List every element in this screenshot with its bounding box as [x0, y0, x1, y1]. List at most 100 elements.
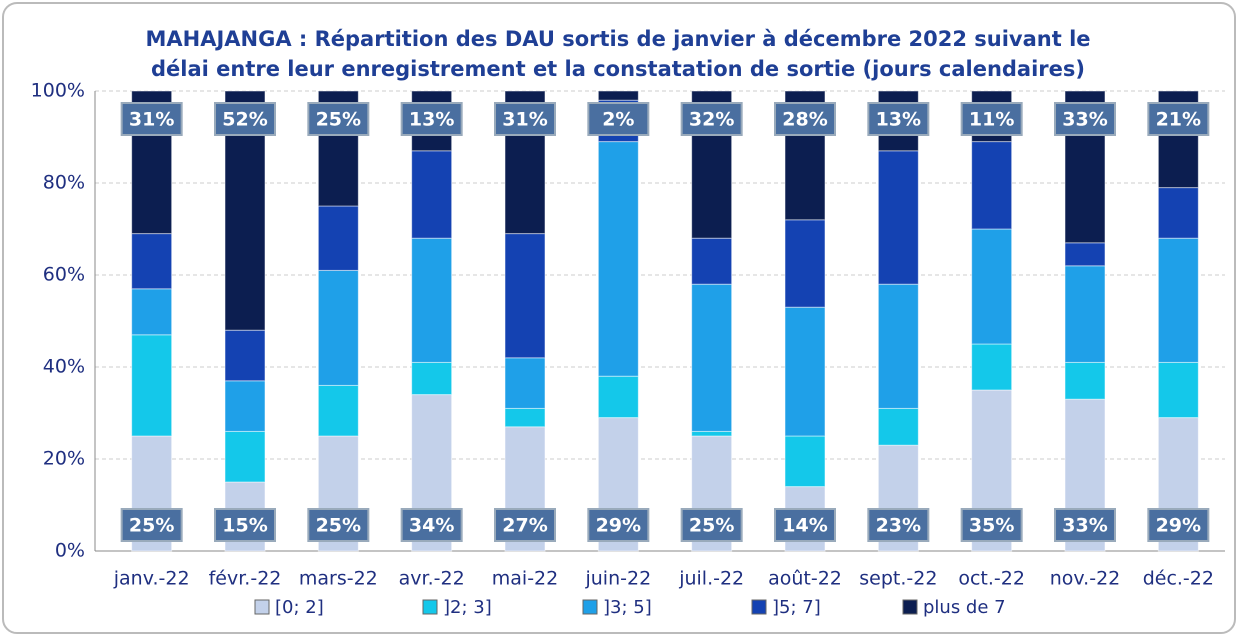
bar-segment [691, 430, 733, 437]
bar-segment [504, 407, 546, 428]
bar-segment [317, 384, 359, 437]
label-box [1054, 508, 1116, 542]
bar-segment [971, 141, 1013, 230]
data-label: 32% [689, 109, 734, 131]
label-box [960, 102, 1023, 136]
label-box [774, 508, 836, 542]
data-label: 33% [1062, 109, 1107, 131]
y-tick-label: 100% [31, 80, 85, 102]
label-box [867, 508, 930, 542]
legend-swatch [902, 599, 918, 615]
bar-segment [131, 288, 173, 336]
label-box [400, 102, 463, 136]
x-tick-label: janv.-22 [113, 568, 190, 590]
bar-segment [1157, 361, 1199, 419]
data-label: 23% [876, 515, 921, 537]
bar-segment [504, 233, 546, 359]
bar-segment [597, 375, 639, 419]
data-label: 52% [222, 109, 267, 131]
label-box [1147, 508, 1210, 542]
legend-label: ]2; 3] [443, 597, 492, 618]
bar-segment [1064, 361, 1106, 400]
label-box [494, 102, 556, 136]
data-label: 25% [129, 515, 174, 537]
bar-segment [1064, 242, 1106, 267]
x-tick-label: août-22 [768, 568, 842, 590]
bar-segment [597, 141, 639, 377]
bar-segment [224, 380, 266, 432]
label-box [400, 508, 463, 542]
bar-segment [1157, 187, 1199, 239]
bar-segment [691, 283, 733, 432]
label-box [494, 508, 556, 542]
data-label: 15% [222, 515, 267, 537]
label-box [214, 102, 276, 136]
bar-segment [224, 329, 266, 382]
bar-segment [317, 269, 359, 386]
bar-segment [411, 237, 453, 363]
label-box [214, 508, 276, 542]
x-tick-label: févr.-22 [209, 568, 282, 590]
bar-segment [877, 150, 919, 285]
data-label: 27% [502, 515, 547, 537]
data-label: 2% [602, 109, 634, 131]
data-label: 29% [1156, 515, 1201, 537]
bar-segment [411, 150, 453, 239]
x-tick-label: nov.-22 [1050, 568, 1121, 590]
legend-swatch [254, 599, 270, 615]
bar-segment [877, 407, 919, 446]
label-box [1147, 102, 1210, 136]
label-box [587, 102, 650, 136]
bar-segment [784, 435, 826, 488]
data-label: 34% [409, 515, 454, 537]
legend-swatch [751, 599, 767, 615]
data-label: 31% [129, 109, 174, 131]
chart-title: délai entre leur enregistrement et la co… [151, 57, 1085, 81]
label-box [680, 102, 743, 136]
bar-segment [224, 430, 266, 483]
bar-segment [691, 237, 733, 285]
data-label: 13% [876, 109, 921, 131]
x-tick-label: avr.-22 [399, 568, 465, 590]
label-box [307, 102, 370, 136]
y-tick-label: 40% [43, 356, 85, 378]
bar-segment [317, 205, 359, 271]
x-tick-label: déc.-22 [1143, 568, 1214, 590]
y-tick-label: 20% [43, 448, 85, 470]
label-box [587, 508, 650, 542]
data-label: 25% [316, 109, 361, 131]
data-label: 21% [1156, 109, 1201, 131]
bar-segment [971, 343, 1013, 391]
x-tick-label: juin-22 [584, 568, 651, 590]
data-label: 31% [502, 109, 547, 131]
label-box [307, 508, 370, 542]
bar-segment [1064, 265, 1106, 363]
data-label: 28% [782, 109, 827, 131]
label-box [120, 102, 183, 136]
data-label: 25% [316, 515, 361, 537]
legend-label: ]3; 5] [603, 597, 652, 618]
legend-swatch [422, 599, 438, 615]
data-label: 11% [969, 109, 1014, 131]
y-tick-label: 60% [43, 264, 85, 286]
y-tick-label: 80% [43, 172, 85, 194]
bar-segment [131, 334, 173, 437]
data-label: 14% [782, 515, 827, 537]
bar-segment [411, 361, 453, 396]
legend-label: [0; 2] [275, 597, 324, 618]
label-box [774, 102, 836, 136]
bar-segment [504, 357, 546, 409]
bar-segment [784, 219, 826, 308]
data-label: 29% [596, 515, 641, 537]
chart-title: MAHAJANGA : Répartition des DAU sortis d… [145, 27, 1090, 51]
x-tick-label: oct.-22 [958, 568, 1025, 590]
x-tick-label: sept.-22 [859, 568, 937, 590]
bar-segment [784, 306, 826, 437]
bar-segment [131, 233, 173, 290]
y-tick-label: 0% [55, 540, 85, 562]
data-label: 13% [409, 109, 454, 131]
data-label: 35% [969, 515, 1014, 537]
label-box [867, 102, 930, 136]
label-box [120, 508, 183, 542]
